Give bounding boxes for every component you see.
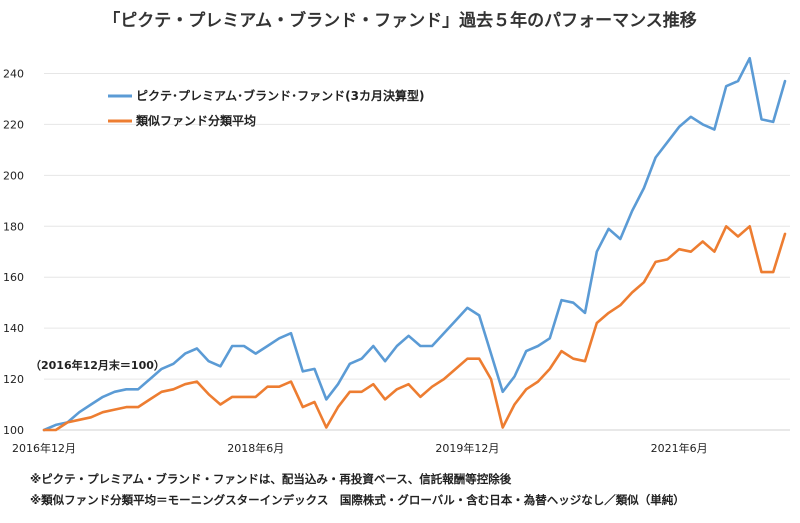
y-tick-label: 220 — [3, 118, 24, 131]
x-tick-label: 2016年12月 — [12, 441, 76, 455]
y-axis: 100 120 140 160 180 200 220 240 — [3, 67, 790, 437]
y-tick-label: 140 — [3, 322, 24, 335]
x-tick-label: 2018年6月 — [227, 441, 284, 455]
legend-label-pictet: ピクテ･プレミアム･ブランド･ファンド(3カ月決算型) — [136, 88, 424, 103]
series-line-pictet — [42, 56, 787, 432]
x-tick-label: 2019年12月 — [435, 441, 499, 455]
series-line-peer-average — [42, 225, 787, 432]
footnote-1: ※ピクテ・プレミアム・ブランド・ファンドは、配当込み・再投資ベース、信託報酬等控… — [30, 472, 512, 486]
legend: ピクテ･プレミアム･ブランド･ファンド(3カ月決算型) 類似ファンド分類平均 — [108, 88, 424, 128]
y-tick-label: 120 — [3, 373, 24, 386]
chart-title: 「ピクテ・プレミアム・ブランド・ファンド」過去５年のパフォーマンス推移 — [103, 10, 696, 31]
y-tick-label: 180 — [3, 220, 24, 233]
base-note: （2016年12月末＝100） — [30, 358, 165, 372]
x-tick-label: 2021年6月 — [651, 441, 708, 455]
y-tick-label: 240 — [3, 67, 24, 80]
y-tick-label: 100 — [3, 424, 24, 437]
x-axis: 2016年12月 2018年6月 2019年12月 2021年6月 — [12, 441, 708, 455]
footnote-2: ※類似ファンド分類平均＝モーニングスターインデックス 国際株式・グローバル・含む… — [30, 493, 685, 507]
plot-area — [42, 56, 787, 432]
y-tick-label: 200 — [3, 169, 24, 182]
y-tick-label: 160 — [3, 271, 24, 284]
legend-label-peer-average: 類似ファンド分類平均 — [135, 113, 256, 128]
